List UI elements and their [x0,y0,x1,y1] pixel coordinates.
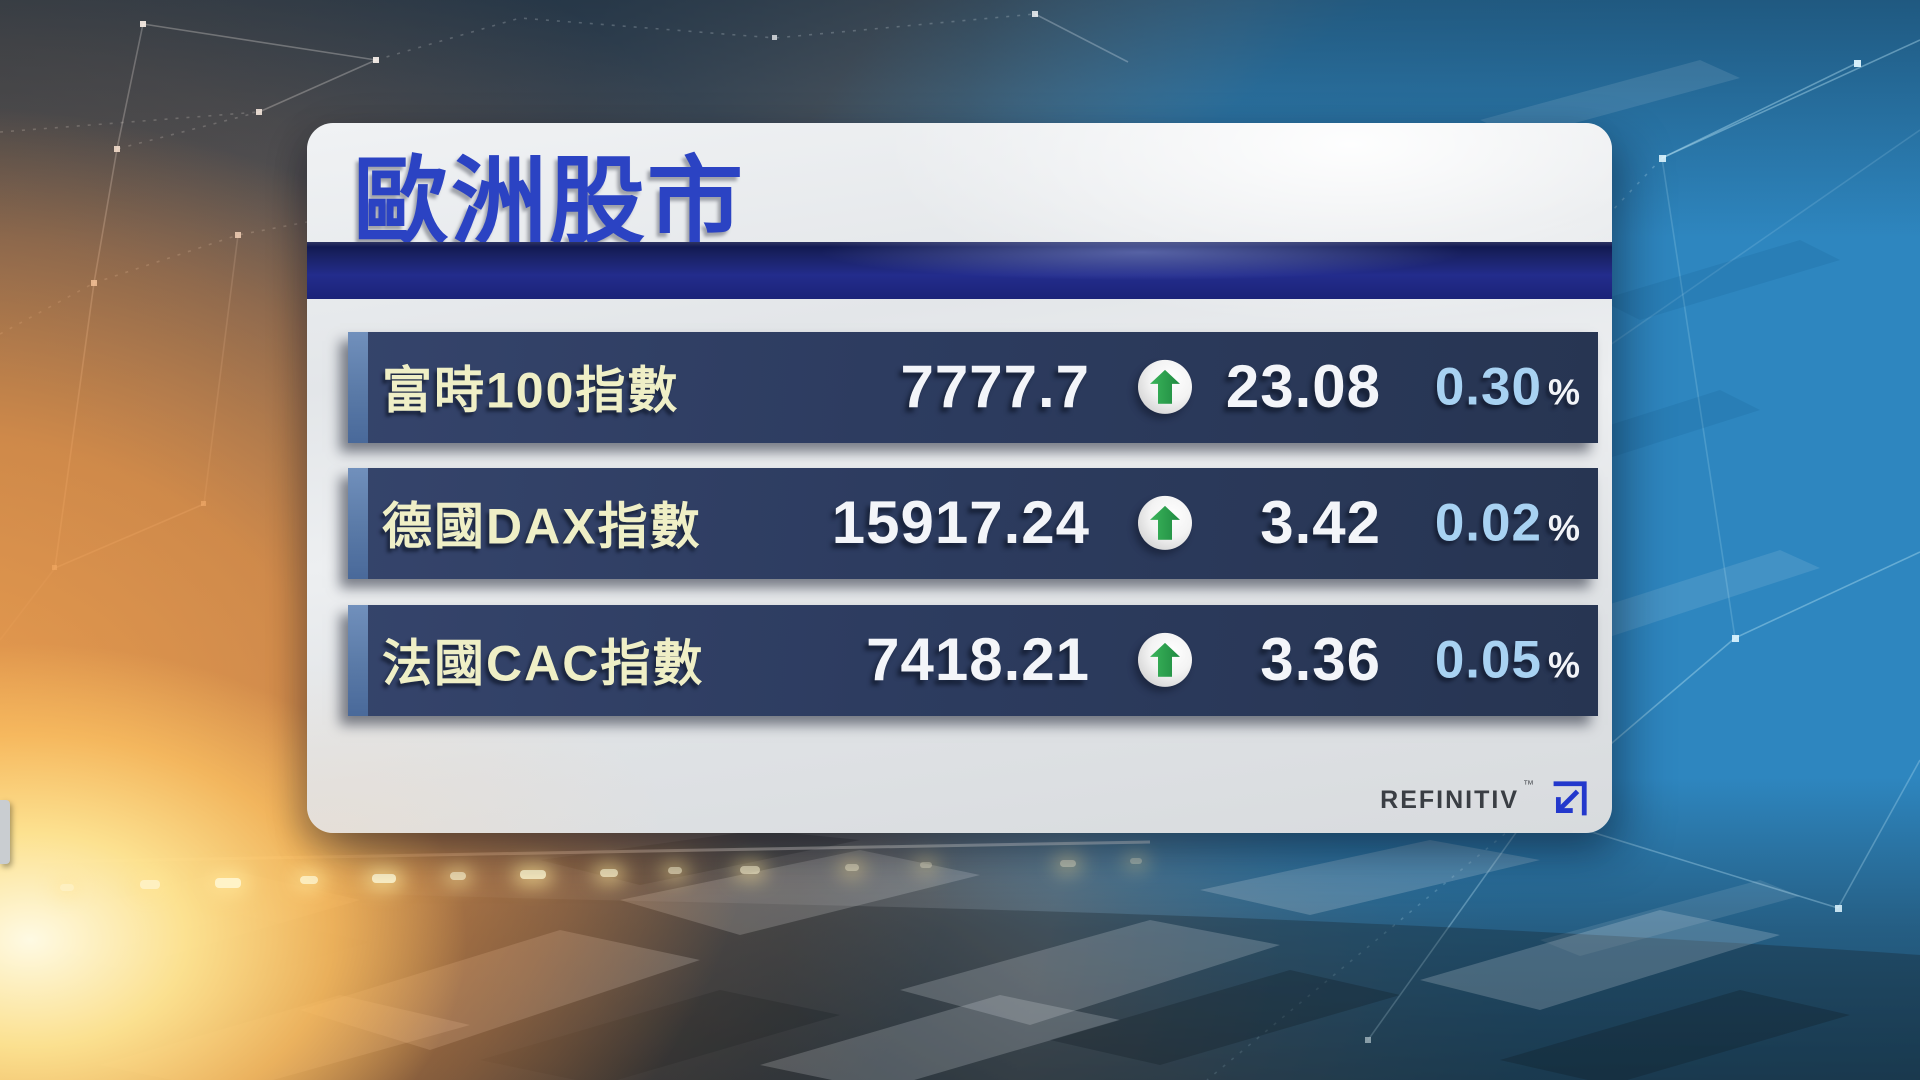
index-name: 德國DAX指數 [382,498,702,555]
panel-title: 歐洲股市 [353,148,745,256]
row-accent-stripe [348,332,368,443]
trademark-mark: ™ [1523,779,1534,791]
index-change-percent: 0.05 % [1435,629,1580,690]
index-change: 3.36 [1260,625,1381,693]
market-panel: 歐洲股市 富時100指數 7777.7 23.08 0.30 % [307,123,1612,833]
index-row-cac: 法國CAC指數 7418.21 3.36 0.05 % [348,605,1598,716]
index-change: 3.42 [1260,488,1381,556]
index-row-ftse100: 富時100指數 7777.7 23.08 0.30 % [348,332,1598,443]
row-accent-stripe [348,468,368,579]
percent-sign: % [1547,643,1580,685]
percent-value: 0.02 [1434,492,1542,552]
refinitiv-branding: REFINITIV ™ [1380,777,1590,823]
index-name: 富時100指數 [382,362,680,419]
index-row-dax: 德國DAX指數 15917.24 3.42 0.02 % [348,468,1598,579]
up-arrow-icon [1138,359,1192,414]
wave-surface-decoration [0,830,1920,1080]
row-accent-stripe [348,605,368,716]
percent-sign: % [1547,370,1580,412]
up-arrow-icon [1138,632,1192,687]
refinitiv-logo-icon [1553,781,1587,816]
index-name: 法國CAC指數 [382,635,705,692]
index-change-percent: 0.02 % [1435,492,1580,553]
percent-value: 0.30 [1434,356,1542,416]
index-value: 7777.7 [900,352,1090,420]
percent-value: 0.05 [1434,629,1542,689]
index-change-percent: 0.30 % [1435,356,1580,417]
index-change: 23.08 [1225,352,1381,420]
screen-edge-tab [0,800,10,864]
index-value: 7418.21 [866,625,1090,693]
provider-name: REFINITIV [1380,785,1519,814]
index-value: 15917.24 [831,488,1090,556]
up-arrow-icon [1138,495,1192,550]
title-underline-bar [307,242,1612,299]
percent-sign: % [1547,506,1580,548]
